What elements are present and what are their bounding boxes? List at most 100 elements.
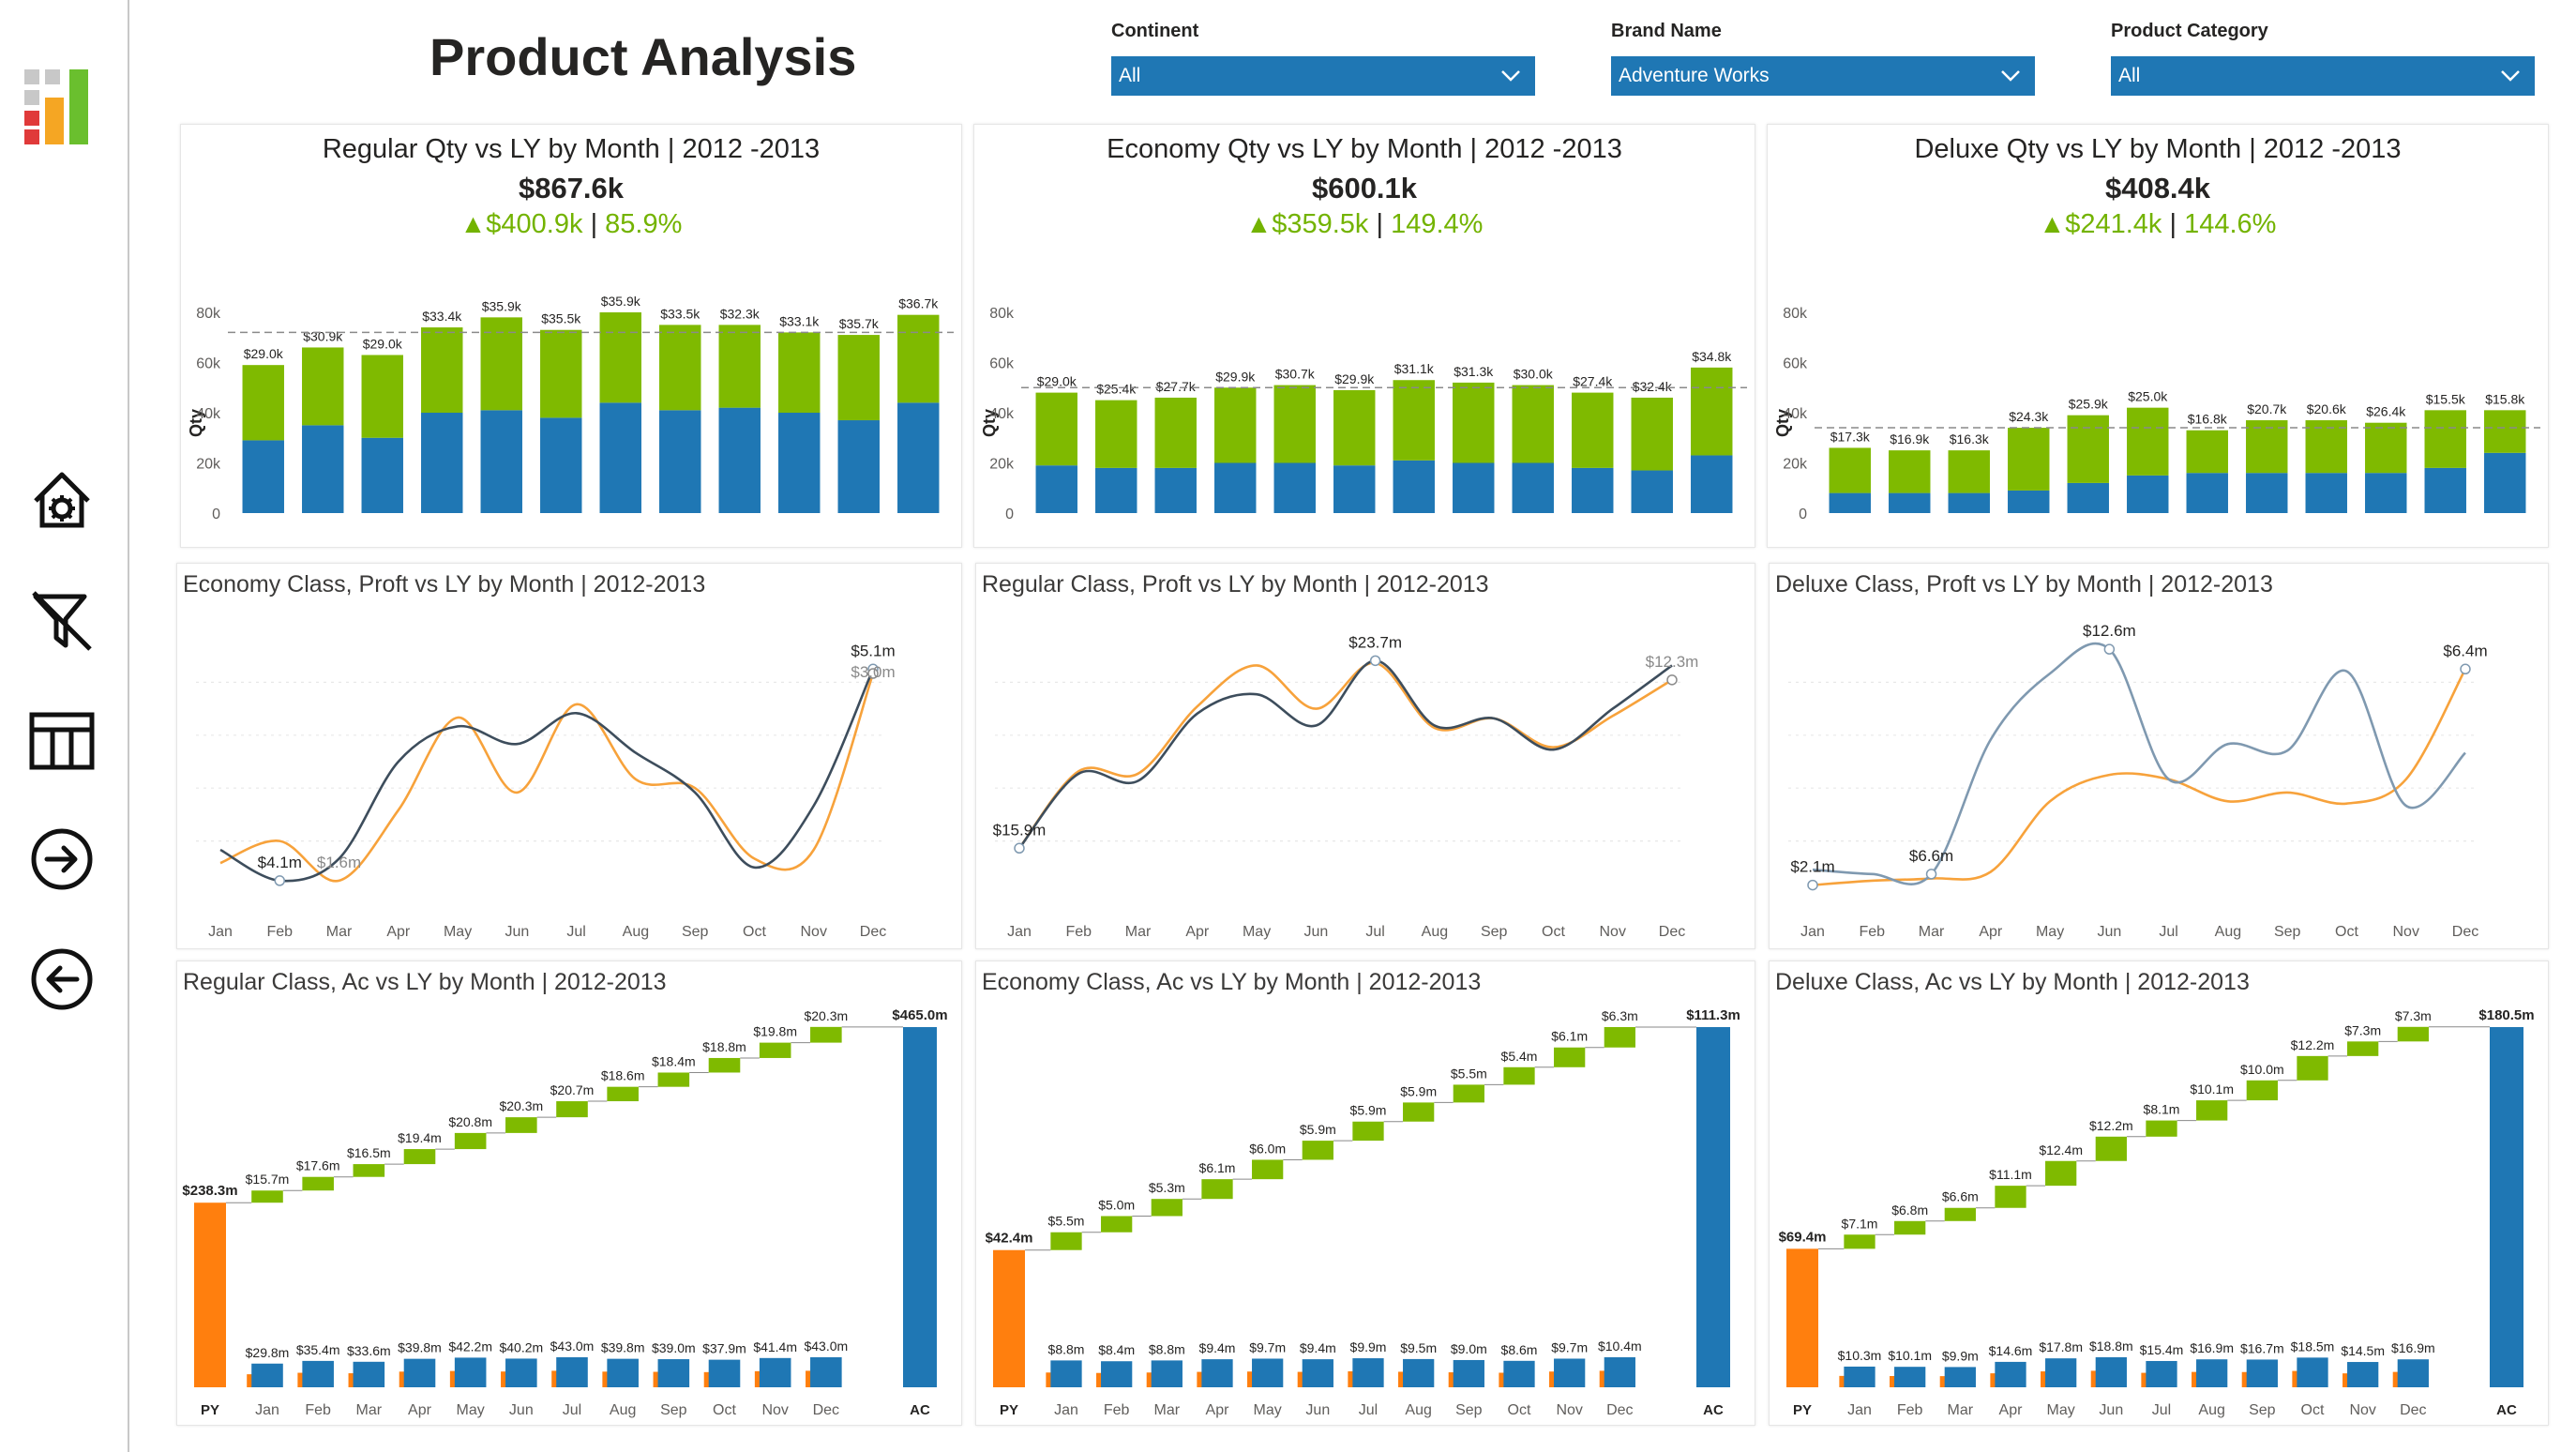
data-label: $16.7m <box>2240 1340 2284 1355</box>
bar-monthly-ac <box>1302 1359 1333 1387</box>
data-label: $9.0m <box>1451 1341 1487 1356</box>
x-tick-label: Oct <box>1508 1402 1531 1418</box>
x-tick-label: AC <box>2496 1402 2517 1418</box>
data-label: $41.4m <box>753 1339 797 1354</box>
x-tick-label: Feb <box>266 924 293 940</box>
next-page-button[interactable] <box>28 825 96 893</box>
bar-previous-year <box>302 425 344 513</box>
data-label: $16.8k <box>2188 412 2228 427</box>
bar-monthly-ac <box>607 1358 639 1387</box>
bar-previous-year <box>778 413 821 513</box>
data-label: $5.9m <box>1300 1122 1336 1137</box>
bar-previous-year <box>2424 467 2466 513</box>
bar-increase <box>1095 400 1137 468</box>
data-label: $5.5m <box>1451 1066 1487 1081</box>
bar-monthly-ac <box>810 1357 842 1387</box>
x-tick-label: Apr <box>1206 1402 1230 1418</box>
data-label: $30.0k <box>1514 367 1554 382</box>
data-label: $42.2m <box>448 1339 492 1354</box>
data-label: $69.4m <box>1779 1229 1827 1245</box>
kpi-separator: | <box>2169 209 2177 239</box>
data-label: $15.7m <box>246 1172 290 1187</box>
bar-increase <box>1154 397 1197 468</box>
bar-delta <box>251 1190 283 1203</box>
slicer-category-dropdown[interactable]: All <box>2111 56 2535 96</box>
bar-previous-year <box>1889 492 1931 513</box>
data-label: $6.6m <box>1942 1189 1979 1204</box>
x-tick-label: Dec <box>1606 1402 1633 1418</box>
home-button[interactable] <box>28 467 96 535</box>
bar-monthly-ac <box>2347 1362 2379 1387</box>
ac-regular-chart: $238.3m PY $465.0m AC $15.7m $29.8m Jan $17.6m $… <box>182 1007 947 1418</box>
qty-regular-chart: Qty 0 20k 40k 60k 80k $29.0k $30.9k $29.0k $33.4k… <box>187 294 954 522</box>
data-label: $6.3m <box>1602 1008 1638 1023</box>
chevron-down-icon <box>2501 70 2520 82</box>
chart-title: Regular Class, Proft vs LY by Month | 20… <box>982 571 1489 597</box>
data-label: $8.4m <box>1098 1342 1135 1357</box>
x-tick-label: Apr <box>1999 1402 2024 1418</box>
chevron-down-icon <box>2001 70 2020 82</box>
data-label: $25.0k <box>2128 389 2168 404</box>
qty-deluxe-chart: Qty 0 20k 40k 60k 80k $17.3k $16.9k $16.3k $24.3k… <box>1773 306 2540 522</box>
bar-monthly-ac <box>2196 1359 2228 1387</box>
bar-increase <box>2186 430 2228 474</box>
bar-previous-year <box>540 417 582 513</box>
x-tick-label: Jan <box>1007 924 1032 940</box>
data-label: $9.5m <box>1400 1340 1437 1355</box>
bar-increase <box>2067 415 2109 483</box>
bar-monthly-ac <box>302 1360 334 1387</box>
data-label: $465.0m <box>892 1007 947 1023</box>
data-label: $10.1m <box>1888 1348 1932 1363</box>
data-label: $9.9m <box>1350 1339 1387 1354</box>
previous-page-button[interactable] <box>28 945 96 1013</box>
x-tick-label: Nov <box>1556 1402 1582 1418</box>
clear-filter-icon <box>32 591 92 651</box>
data-label: $2.1m <box>1790 858 1834 876</box>
slicer-brand-dropdown[interactable]: Adventure Works <box>1611 56 2035 96</box>
ac-regular-card: Regular Class, Ac vs LY by Month | 2012-… <box>176 960 962 1426</box>
x-tick-label: May <box>444 924 472 940</box>
bar-increase <box>302 347 344 426</box>
bar-ac-total <box>1696 1027 1730 1387</box>
x-tick-label: May <box>1254 1402 1282 1418</box>
bar-py-total <box>1786 1248 1818 1387</box>
data-label: $31.3k <box>1454 364 1494 379</box>
x-tick-label: Jan <box>1054 1402 1078 1418</box>
bar-monthly-ac <box>1995 1361 2026 1387</box>
data-label: $14.5m <box>2341 1343 2385 1358</box>
x-tick-label: Feb <box>1859 924 1885 940</box>
clear-filters-button[interactable] <box>28 587 96 655</box>
kpi-separator: | <box>1376 209 1384 239</box>
data-label: $24.3k <box>2009 409 2049 424</box>
data-label: $39.8m <box>601 1340 645 1355</box>
x-tick-label: Aug <box>610 1402 636 1418</box>
data-label: $5.4m <box>1501 1049 1538 1064</box>
data-label: $5.1m <box>851 642 895 659</box>
data-label: $20.3m <box>499 1098 543 1113</box>
data-label: $25.4k <box>1096 382 1137 397</box>
table-view-button[interactable] <box>28 707 96 775</box>
data-label: $33.5k <box>660 306 700 321</box>
data-label: $16.5m <box>347 1145 391 1160</box>
slicer-category: Product Category All <box>2111 21 2535 96</box>
chart-title: Deluxe Class, Proft vs LY by Month | 201… <box>1775 571 2273 597</box>
data-label: $20.7m <box>550 1082 595 1097</box>
bar-previous-year <box>2305 473 2347 513</box>
x-tick-label: Jun <box>2097 924 2121 940</box>
chart-title: Regular Qty vs LY by Month | 2012 -2013 <box>322 134 821 164</box>
data-label: $16.9m <box>2190 1340 2234 1355</box>
data-label: $20.7k <box>2247 401 2287 416</box>
bar-delta <box>505 1117 537 1133</box>
data-label: $9.7m <box>1551 1339 1588 1354</box>
slicer-continent-dropdown[interactable]: All <box>1111 56 1535 96</box>
bar-previous-year <box>2067 482 2109 513</box>
bar-increase <box>599 312 641 403</box>
x-tick-label: May <box>2047 1402 2075 1418</box>
data-label: $12.2m <box>2089 1118 2133 1133</box>
marker <box>1807 879 1818 891</box>
series-line-py <box>219 673 875 883</box>
bar-delta <box>1844 1234 1876 1249</box>
y-tick-label: 80k <box>1783 306 1808 322</box>
x-tick-label: Apr <box>1979 924 2003 940</box>
